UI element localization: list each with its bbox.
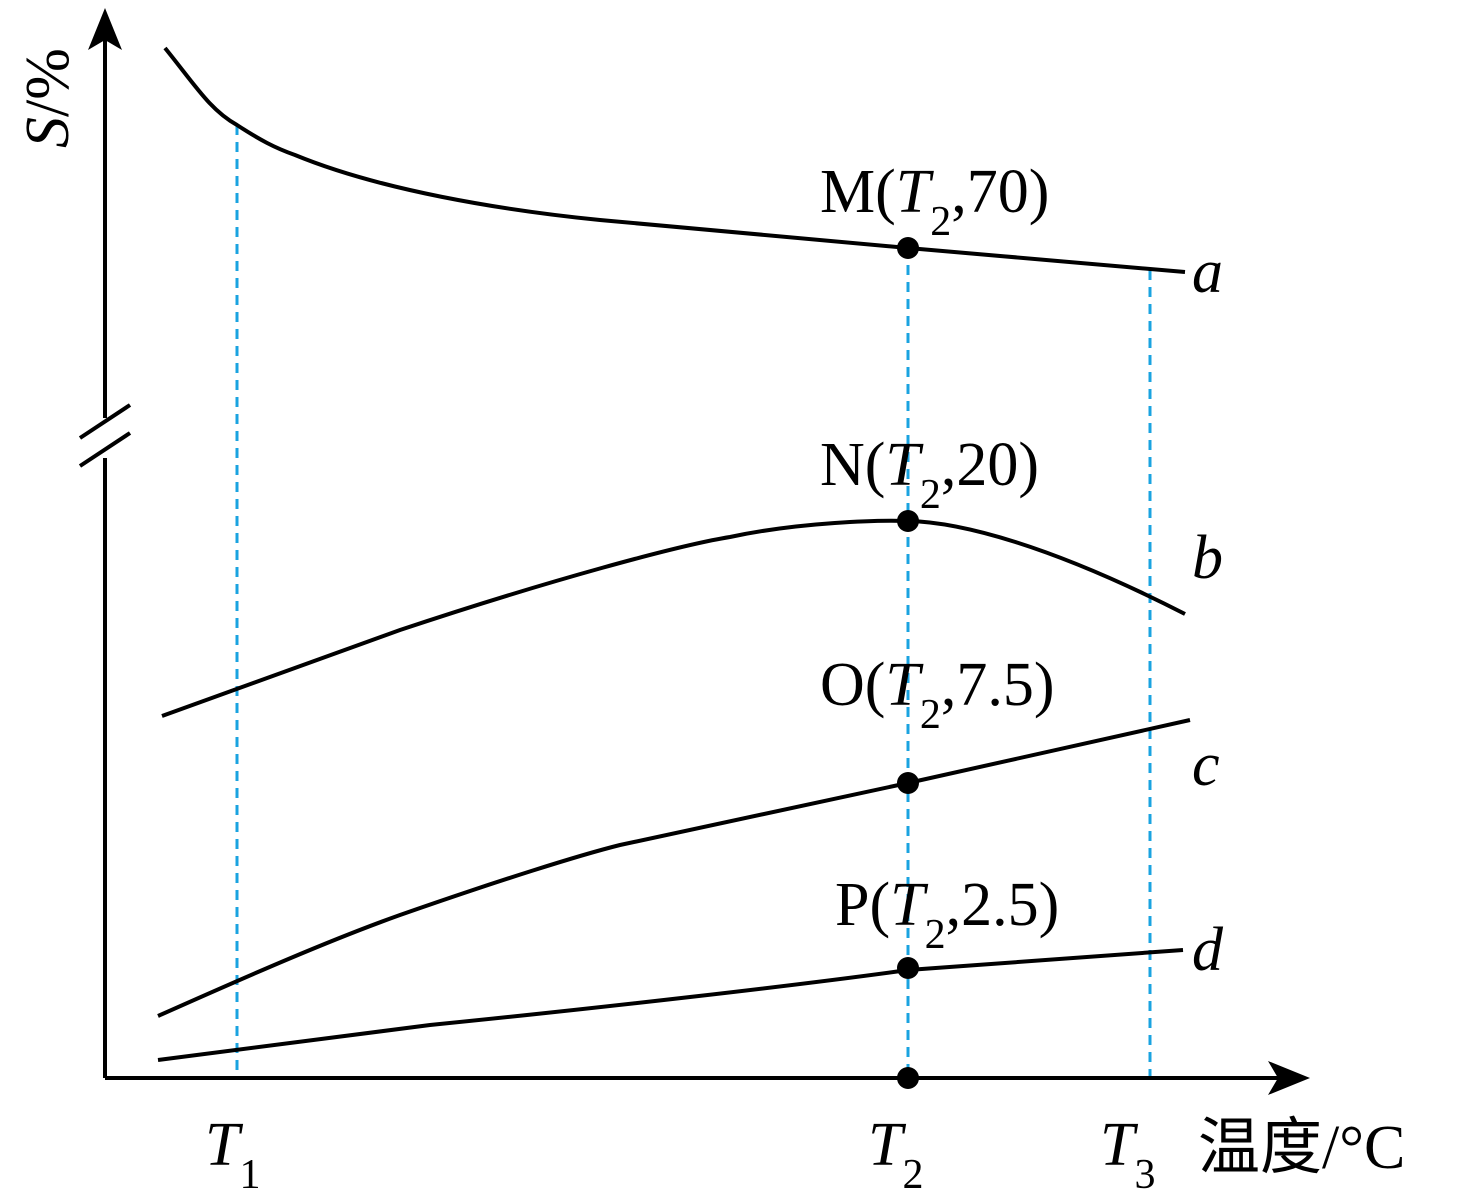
y-axis-label: S/% — [14, 48, 82, 148]
y-unit: /% — [14, 48, 82, 117]
point-name: O( — [820, 651, 885, 719]
point-symbol: T — [890, 871, 929, 939]
curve — [157, 718, 1191, 1018]
curve — [161, 518, 1186, 718]
curve-label: a — [1192, 238, 1223, 306]
tick-symbol: T — [205, 1111, 244, 1179]
point-value: ,2.5) — [946, 871, 1060, 939]
point-label: P(T2,2.5) — [835, 871, 1059, 958]
point-label: N(T2,20) — [820, 431, 1039, 518]
curve-label: d — [1192, 916, 1224, 984]
point-value: ,20) — [941, 431, 1039, 499]
axis-break-gap — [90, 418, 120, 458]
tick-subscript: 1 — [239, 1152, 260, 1196]
x-axis-label: 温度/°C — [1198, 1114, 1405, 1182]
axes — [103, 40, 1285, 1080]
point-subscript: 2 — [925, 912, 946, 958]
curve-label: b — [1192, 524, 1223, 592]
y-arrow — [88, 8, 122, 50]
curve-label: c — [1192, 731, 1220, 799]
point-symbol: T — [896, 158, 935, 226]
point-subscript: 2 — [920, 472, 941, 518]
point-value: ,70) — [951, 158, 1049, 226]
point-value: ,7.5) — [941, 651, 1055, 719]
point-name: P( — [835, 871, 890, 939]
point-label: O(T2,7.5) — [820, 651, 1055, 738]
point — [897, 510, 919, 532]
tick-subscript: 2 — [902, 1152, 923, 1196]
point-subscript: 2 — [930, 199, 951, 245]
point — [897, 957, 919, 979]
y-symbol: S — [14, 117, 82, 148]
curve — [157, 948, 1184, 1062]
point-label: M(T2,70) — [820, 158, 1049, 245]
points — [897, 237, 919, 1089]
curve — [163, 46, 1186, 274]
point — [897, 772, 919, 794]
point-symbol: T — [885, 431, 924, 499]
tick-symbol: T — [1100, 1111, 1139, 1179]
point-subscript: 2 — [920, 692, 941, 738]
point-name: M( — [820, 158, 896, 226]
x-tick-label: T1 — [205, 1111, 260, 1196]
x-tick-label: T3 — [1100, 1111, 1155, 1196]
x-arrow — [1268, 1061, 1310, 1095]
x-tick-label: T2 — [868, 1111, 923, 1196]
point-symbol: T — [885, 651, 924, 719]
point-name: N( — [820, 431, 885, 499]
point — [897, 237, 919, 259]
point — [897, 1067, 919, 1089]
tick-subscript: 3 — [1134, 1152, 1155, 1196]
tick-symbol: T — [868, 1111, 907, 1179]
axis-break — [78, 403, 132, 468]
